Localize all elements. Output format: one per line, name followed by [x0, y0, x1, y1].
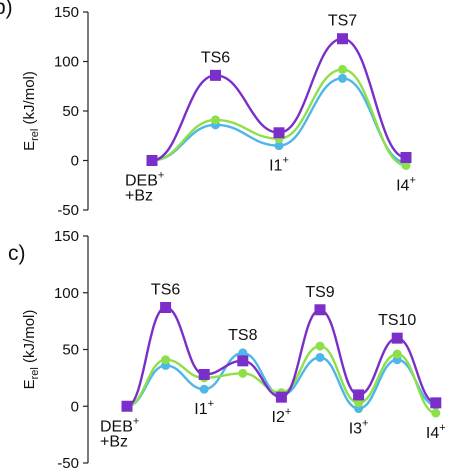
- series-line-0: [151, 37, 407, 162]
- series-0-point: [314, 304, 326, 316]
- point-label: I4+: [426, 422, 446, 442]
- point-label: I2+: [272, 406, 292, 426]
- y-tick-label: 50: [62, 342, 79, 359]
- point-label: TS10: [378, 312, 416, 329]
- series-line-1: [126, 344, 437, 415]
- series-line-1: [151, 68, 407, 167]
- y-tick-label: 150: [54, 228, 79, 245]
- series-1-point: [238, 368, 248, 378]
- point-label: DEB+ +Bz: [100, 415, 139, 450]
- y-tick-label: 50: [62, 103, 79, 120]
- series-0-point: [160, 302, 172, 314]
- series-1-point: [401, 160, 411, 170]
- y-tick-label: 150: [54, 4, 79, 21]
- series-1-point: [211, 115, 220, 125]
- series-1-point: [431, 408, 441, 418]
- series-2-point: [315, 352, 325, 362]
- series-0-point: [273, 127, 285, 139]
- series-0-point: [210, 69, 221, 81]
- y-tick-label: 100: [54, 285, 79, 302]
- y-tick-label: 100: [54, 54, 79, 71]
- y-tick-label: -50: [57, 455, 79, 472]
- point-label: TS7: [328, 13, 357, 30]
- series-2-point: [199, 384, 209, 394]
- y-tick-label: 0: [71, 153, 79, 170]
- series-0-point: [198, 368, 210, 380]
- series-1-point: [392, 349, 402, 359]
- panel-label: b): [0, 0, 13, 19]
- point-label: I1+: [194, 398, 214, 418]
- panel-1: c) -50 0 50 100 150 Erel (kJ/mol) DEB+ +Bz TS6 I1+…: [8, 228, 446, 472]
- y-axis-label: Erel (kJ/mol): [21, 310, 41, 390]
- series-2-point: [238, 348, 248, 358]
- point-label: I3+: [349, 418, 369, 438]
- series-0-point: [391, 332, 403, 344]
- point-label: TS9: [305, 284, 334, 301]
- series-1-point: [338, 64, 347, 74]
- point-label: I1+: [269, 155, 289, 175]
- series-0-point: [146, 155, 158, 166]
- point-label: DEB+ +Bz: [125, 170, 164, 205]
- series-0-point: [337, 33, 348, 45]
- point-label: I4+: [396, 174, 416, 194]
- series-0-point: [353, 389, 365, 401]
- panel-0: b) -50 0 50 100 150 Erel (kJ/mol) DEB++Bz TS6 I1+…: [0, 0, 416, 219]
- series-1-point: [161, 355, 171, 365]
- y-tick-label: -50: [57, 202, 79, 219]
- panel-label: c): [8, 242, 26, 265]
- series-0-point: [275, 391, 287, 403]
- point-label: TS8: [228, 327, 257, 344]
- point-label: TS6: [201, 49, 230, 66]
- series-2-point: [338, 73, 347, 83]
- series-0-point: [430, 397, 442, 409]
- point-label: TS6: [151, 282, 180, 299]
- series-1-point: [354, 398, 364, 408]
- series-1-point: [315, 341, 325, 351]
- series-0-point: [400, 152, 412, 164]
- series-2-point: [274, 141, 284, 151]
- series-line-2: [151, 77, 407, 164]
- series-0-point: [121, 400, 133, 412]
- y-tick-label: 0: [71, 398, 79, 415]
- series-0-point: [237, 355, 249, 367]
- y-axis-label: Erel (kJ/mol): [21, 71, 41, 151]
